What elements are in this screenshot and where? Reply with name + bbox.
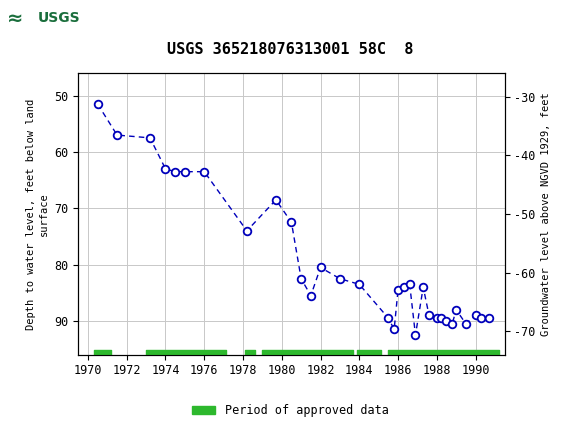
Text: USGS: USGS [38, 11, 80, 25]
Text: USGS 365218076313001 58C  8: USGS 365218076313001 58C 8 [167, 42, 413, 57]
Text: ≈: ≈ [7, 9, 23, 28]
Y-axis label: Depth to water level, feet below land
surface: Depth to water level, feet below land su… [26, 98, 49, 329]
Bar [3, 3, 93, 37]
Legend: Period of approved data: Period of approved data [187, 399, 393, 422]
Y-axis label: Groundwater level above NGVD 1929, feet: Groundwater level above NGVD 1929, feet [541, 92, 551, 336]
